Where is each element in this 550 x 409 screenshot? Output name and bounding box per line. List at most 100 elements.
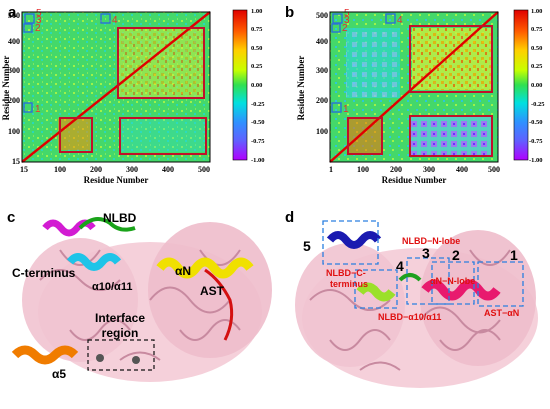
y-tick-labels: 100 200 300 400 500: [316, 11, 328, 136]
colorbar-label: 0.00: [251, 82, 262, 89]
region-box: [117, 27, 205, 99]
panel-d-labels: 5 4 3 2 1 NLBD−N-lobe NLBD−C- terminus α…: [303, 236, 519, 322]
colorbar-label: -1.00: [529, 157, 543, 164]
x-tick: 100: [357, 165, 369, 174]
region-label: 4: [112, 15, 118, 26]
panel-a: a 1 2 3 4 5 15 100 200 300 400: [1, 4, 265, 185]
alpha5-helix: [11, 345, 79, 365]
nlbd-loop: [398, 273, 422, 282]
heatmap-a: 1 2 3 4 5: [21, 8, 211, 163]
diagonal: [329, 11, 499, 163]
alpha-n-label: αN: [175, 264, 191, 278]
region-marker: [332, 13, 343, 24]
interaction-label: αN−N-lobe: [430, 276, 475, 286]
colorbar-labels: 1.00 0.75 0.50 0.25 0.00 -0.25 -0.50 -0.…: [251, 8, 265, 164]
interface-label: region: [102, 326, 139, 340]
ast-label: AST: [200, 284, 225, 298]
x-tick-labels: 1 100 200 300 400 500: [329, 165, 500, 174]
region-marker: [100, 13, 111, 24]
alpha10-label: α10/α11: [92, 281, 132, 293]
region-label: 5: [36, 8, 42, 19]
region-marker: [23, 23, 33, 33]
colorbar: [513, 9, 529, 161]
protein-body: [22, 238, 138, 362]
interaction-label: NLBD−α10/α11: [378, 312, 441, 322]
region-label: 5: [344, 8, 350, 19]
y-tick-labels: 15 100 200 300 400 500: [8, 11, 20, 166]
cool-block: [346, 28, 400, 98]
x-tick: 200: [90, 165, 102, 174]
panel-c-labels: NLBD C-terminus α10/α11 αN AST Interface…: [12, 211, 225, 381]
x-tick: 300: [423, 165, 435, 174]
x-tick: 15: [20, 165, 28, 174]
region-label: 3: [344, 15, 350, 26]
alpha10-helix: [356, 282, 396, 302]
colorbar-label: -0.50: [251, 119, 265, 126]
colorbar-b: 1.00 0.75 0.50 0.25 0.00 -0.25 -0.50 -0.…: [513, 8, 545, 164]
panel-letter: c: [7, 209, 15, 226]
protein-texture: [309, 249, 511, 371]
c-terminus-label: C-terminus: [12, 266, 76, 280]
x-axis-label: Residue Number: [382, 175, 447, 185]
region-box-2: [431, 261, 475, 305]
y-tick: 300: [8, 66, 20, 75]
colorbar-label: -1.00: [251, 157, 265, 164]
y-axis-label: Residue Number: [1, 56, 11, 121]
region-number: 5: [303, 238, 311, 254]
interaction-label: NLBD−C-: [326, 268, 366, 278]
region-box-1: [477, 261, 524, 307]
region-marker: [24, 13, 35, 24]
interface-label: Interface: [95, 311, 145, 325]
region-number: 3: [422, 245, 430, 261]
colorbar-label: 0.00: [531, 82, 542, 89]
plot-frame: [329, 11, 499, 163]
region-box: [347, 117, 383, 155]
region-marker: [331, 102, 342, 113]
alpha10-helix: [66, 253, 122, 271]
region-label: 4: [397, 15, 403, 26]
region-box-5: [322, 220, 379, 265]
y-tick: 100: [316, 127, 328, 136]
x-tick: 1: [329, 165, 333, 174]
x-tick: 400: [162, 165, 174, 174]
region-marker: [23, 102, 33, 113]
colorbar-label: 0.75: [531, 26, 543, 33]
diagonal: [21, 11, 211, 163]
colorbar-label: -0.75: [529, 138, 543, 145]
colorbar: [232, 9, 248, 161]
colorbar-label: -0.75: [251, 138, 265, 145]
panel-letter: a: [8, 4, 17, 21]
y-tick: 300: [316, 66, 328, 75]
x-tick-labels: 15 100 200 300 400 500: [20, 165, 210, 174]
y-tick: 200: [8, 96, 20, 105]
colorbar-label: 1.00: [531, 8, 542, 15]
region-label: 1: [343, 104, 349, 115]
colorbar-a: 1.00 0.75 0.50 0.25 0.00 -0.25 -0.50 -0.…: [232, 8, 265, 164]
panel-d: d 5 4 3 2 1 NLBD−N-lobe NLBD−C- terminus: [285, 209, 538, 388]
panel-letter: b: [285, 4, 294, 21]
y-tick: 400: [8, 37, 20, 46]
colorbar-label: -0.25: [531, 101, 545, 108]
y-tick: 400: [316, 37, 328, 46]
ast-loop: [204, 268, 234, 341]
nlbd-helix: [326, 231, 382, 249]
region-box-4: [354, 269, 398, 309]
region-number: 4: [396, 258, 404, 274]
region-box: [119, 117, 207, 155]
alpha5-label: α5: [52, 367, 66, 381]
interface-box: [87, 339, 155, 371]
colorbar-label: 0.25: [251, 63, 263, 70]
region-box: [409, 25, 493, 93]
y-tick: 200: [316, 96, 328, 105]
alpha-n-helix: [156, 257, 254, 279]
panel-b: b 1 2 3 4 5 1 100 200 300 4: [285, 4, 545, 185]
colorbar-labels: 1.00 0.75 0.50 0.25 0.00 -0.25 -0.50 -0.…: [529, 8, 545, 164]
region-number: 1: [510, 247, 518, 263]
y-axis-label: Residue Number: [296, 56, 306, 121]
interaction-label: terminus: [330, 279, 368, 289]
x-tick: 100: [54, 165, 66, 174]
colorbar-label: 0.50: [531, 45, 542, 52]
x-tick: 300: [126, 165, 138, 174]
interaction-label: AST−αN: [484, 308, 519, 318]
panel-c: c NLBD C-terminus α10/α11 αN AST Interfa…: [7, 209, 272, 382]
